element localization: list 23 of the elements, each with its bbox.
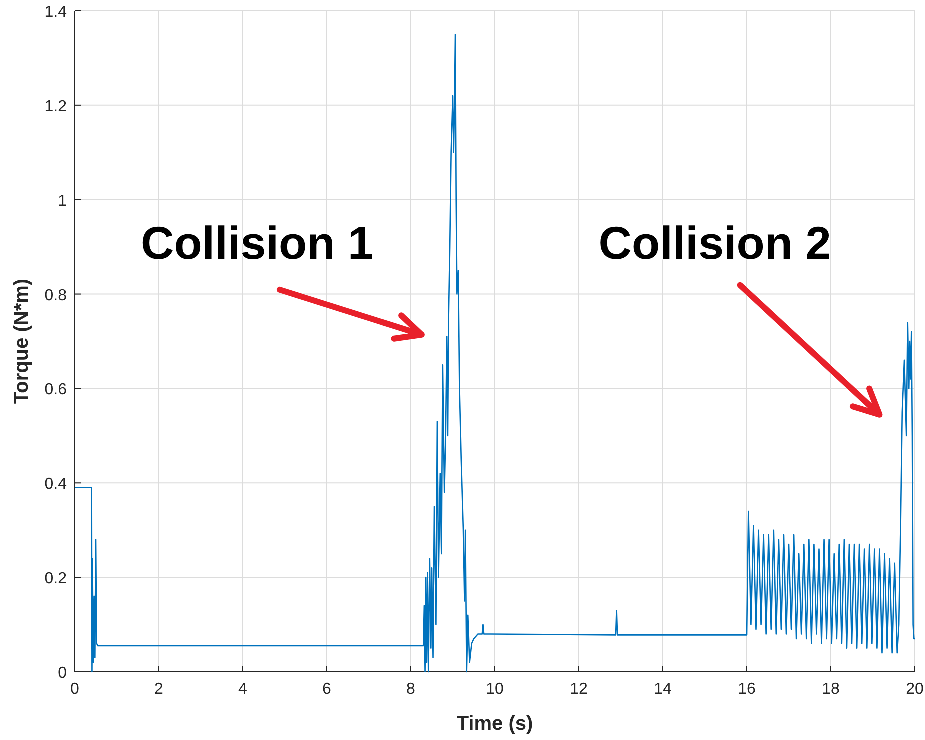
x-axis-title: Time (s): [456, 713, 534, 735]
y-tick-label: 0.6: [44, 382, 68, 399]
annotation: Collision 1: [140, 217, 374, 270]
y-tick-label: 0.4: [44, 476, 68, 494]
x-tick-label: 16: [738, 681, 756, 698]
x-tick-label: 6: [322, 681, 332, 698]
x-tick-label: 18: [822, 681, 840, 698]
x-tick-label: 0: [70, 681, 80, 698]
x-tick-label: 12: [570, 681, 588, 698]
y-tick-label: 1.2: [44, 98, 68, 116]
x-tick-label: 14: [654, 681, 672, 698]
y-tick-label: 1.4: [44, 4, 68, 21]
x-tick-label: 20: [906, 681, 924, 698]
x-tick-label: 2: [154, 681, 164, 698]
y-tick-label: 1: [58, 192, 68, 210]
x-tick-label: 8: [406, 681, 416, 698]
y-tick-label: 0.8: [44, 287, 68, 304]
y-axis-title: Torque (N*m): [11, 278, 33, 404]
annotation: Collision 2: [598, 217, 832, 270]
x-tick-label: 4: [238, 681, 248, 698]
y-tick-label: 0: [58, 665, 68, 682]
y-tick-label: 0.2: [44, 570, 68, 588]
x-tick-label: 10: [486, 681, 504, 698]
